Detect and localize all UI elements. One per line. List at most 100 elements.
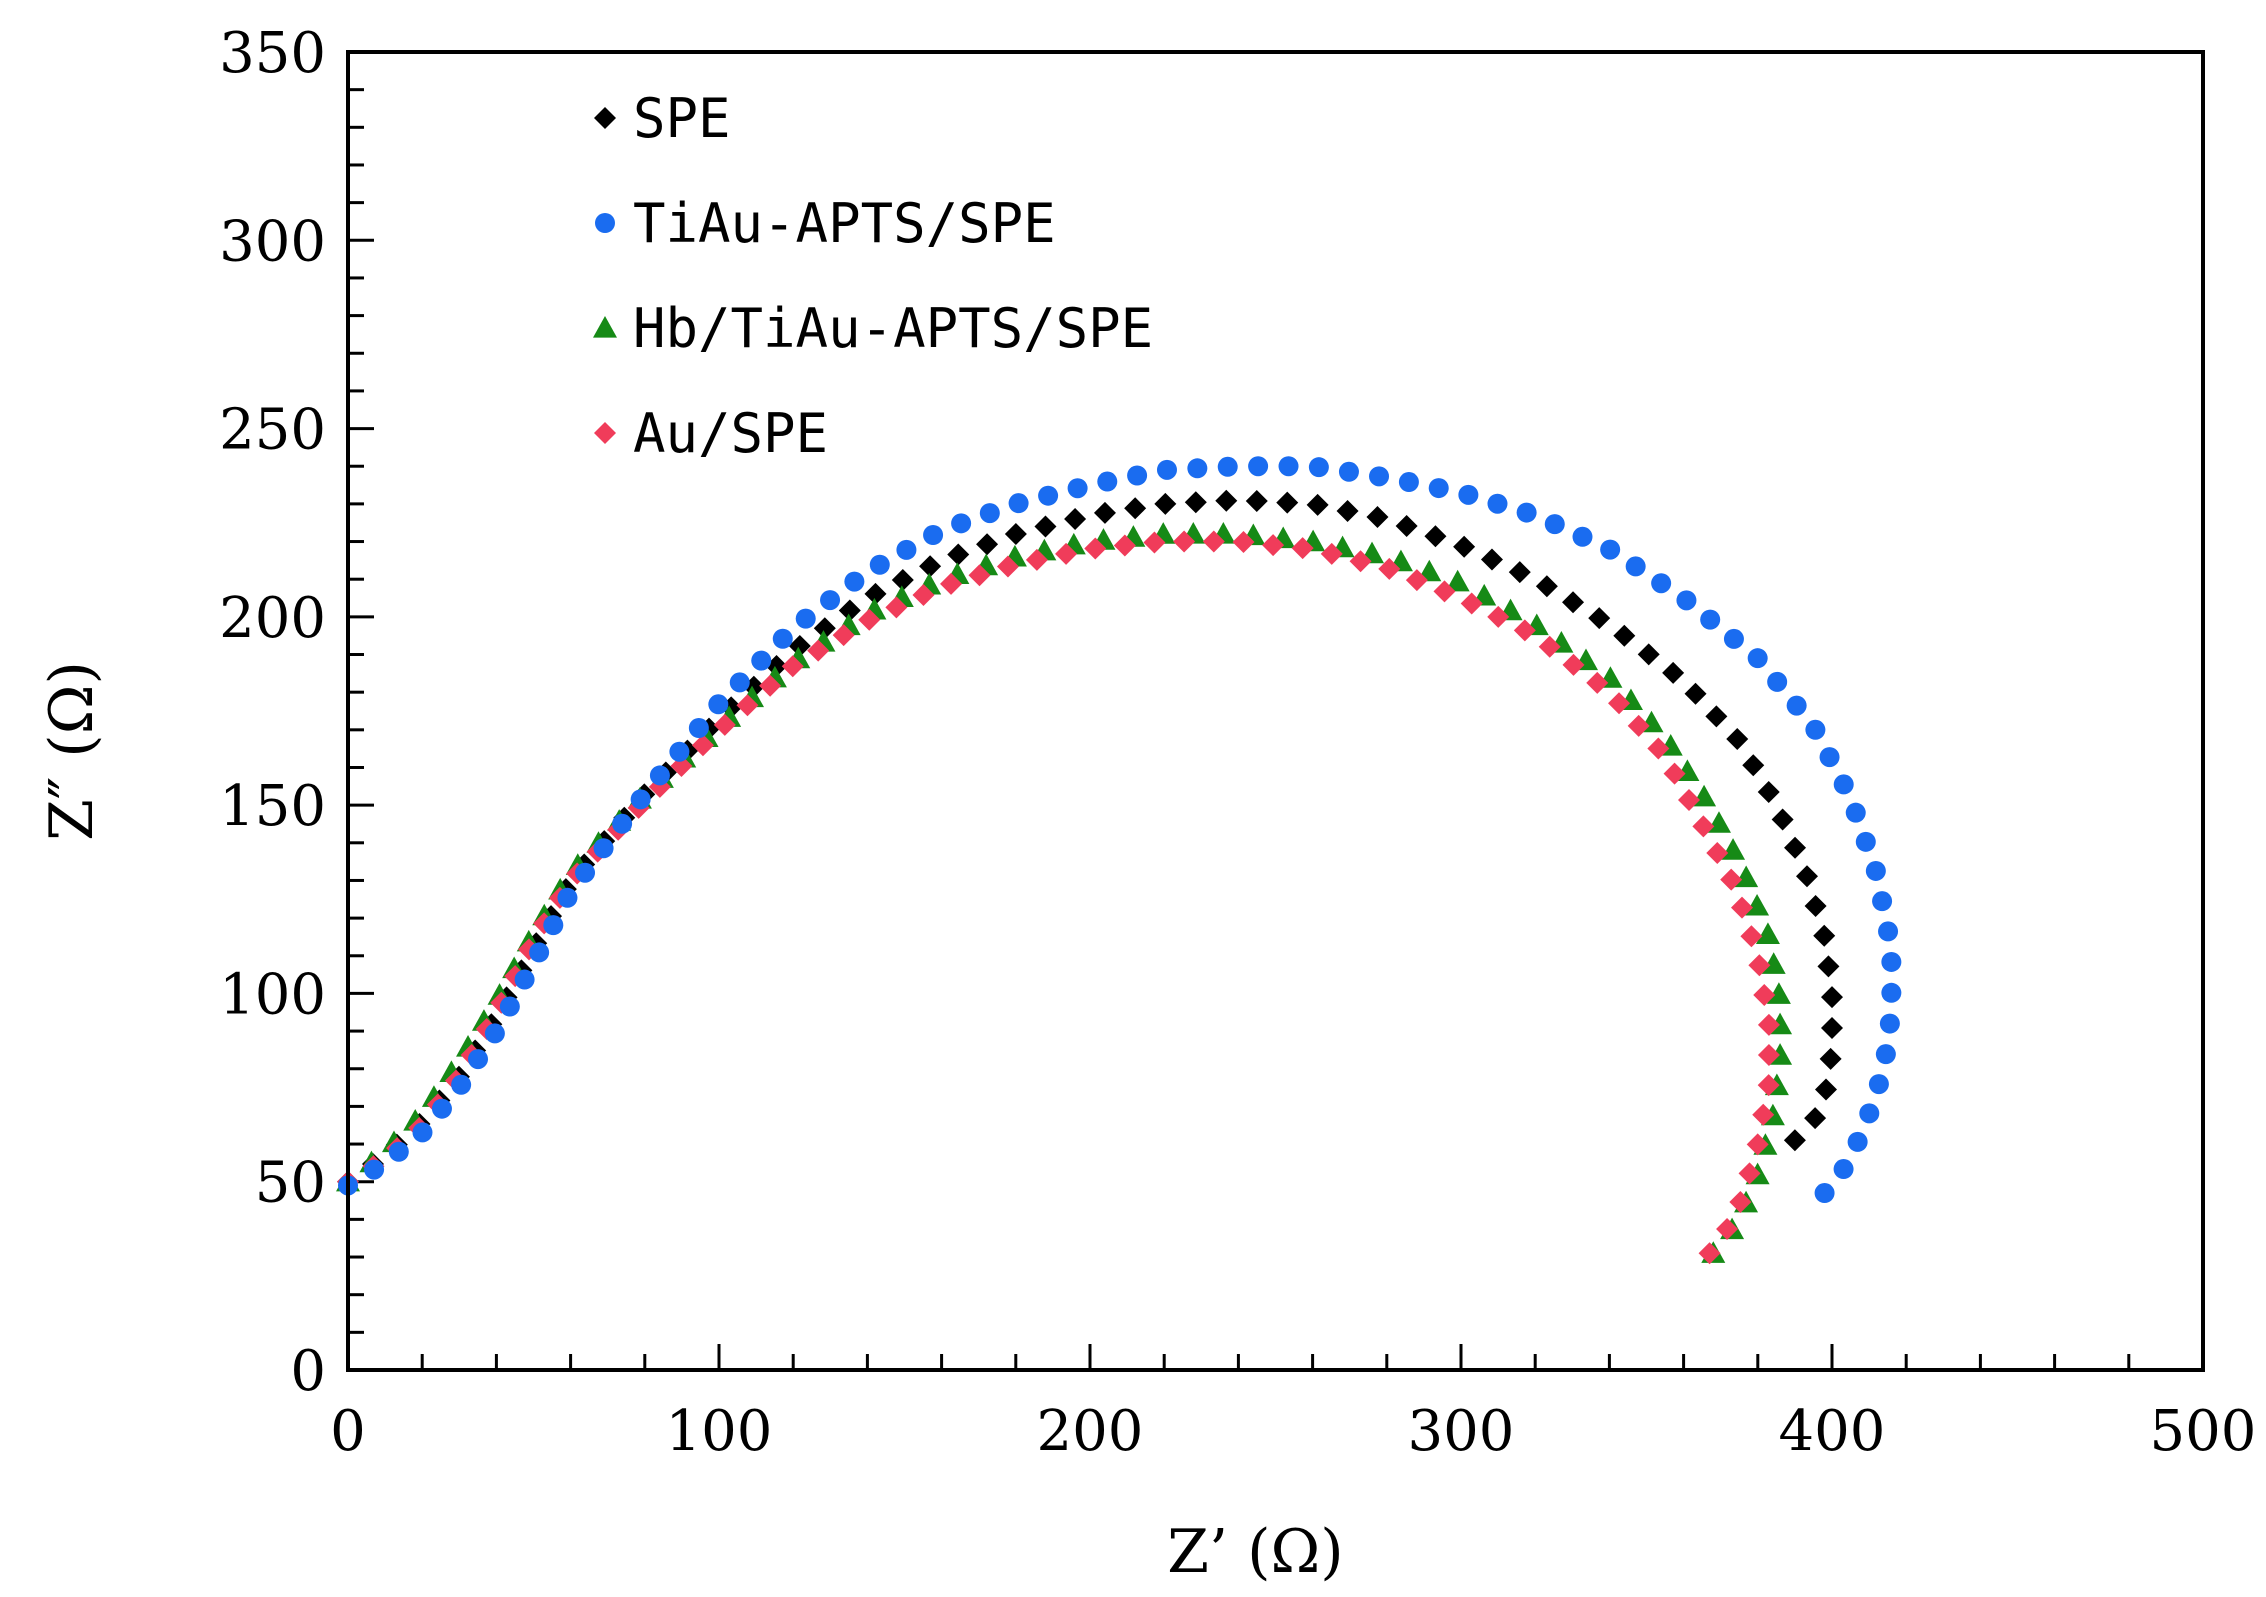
data-point (1721, 838, 1746, 860)
data-point (1248, 456, 1269, 477)
data-point (1187, 458, 1208, 479)
y-axis-title: Z″ (Ω) (37, 661, 107, 841)
data-point (593, 838, 614, 859)
data-point (1786, 695, 1807, 716)
data-point (976, 533, 999, 556)
data-point (1804, 1107, 1827, 1130)
data-point (1513, 619, 1536, 642)
data-point (1766, 982, 1791, 1004)
data-point (1771, 808, 1794, 831)
data-point (781, 655, 804, 678)
data-point (1291, 537, 1314, 560)
data-point (1320, 542, 1343, 565)
data-point (708, 694, 729, 715)
data-point (1819, 1047, 1842, 1070)
x-tick-label: 0 (330, 1399, 366, 1464)
data-point (1738, 1162, 1761, 1185)
data-point (1805, 719, 1826, 740)
data-point (1424, 525, 1447, 548)
data-point (996, 555, 1019, 578)
data-point (940, 572, 963, 595)
data-point (630, 789, 651, 810)
data-point (412, 1122, 433, 1143)
x-tick-label: 100 (666, 1399, 773, 1464)
data-point (1757, 1013, 1780, 1036)
data-point (1034, 515, 1057, 538)
y-tick-label: 100 (219, 962, 326, 1027)
data-point (1278, 456, 1299, 477)
data-point (1184, 491, 1207, 514)
data-point (1651, 573, 1672, 594)
data-point (751, 650, 772, 671)
data-point (869, 554, 890, 575)
data-point (1678, 788, 1701, 811)
series-tiau-apts-spe (338, 456, 1902, 1204)
data-point (1336, 499, 1359, 522)
data-point (864, 582, 887, 605)
data-point (1753, 984, 1776, 1007)
data-point (759, 674, 782, 697)
data-point (1262, 534, 1285, 557)
tick-labels: 0 100 200 300 400 500 0 50 100 150 200 250 300 350 (219, 21, 2256, 1464)
data-point (1684, 682, 1707, 705)
data-point (1833, 774, 1854, 795)
data-point (1726, 727, 1749, 750)
data-point (1480, 548, 1503, 571)
data-point (912, 584, 935, 607)
data-point (1804, 894, 1827, 917)
data-point (688, 718, 709, 739)
y-tick-label: 300 (219, 209, 326, 274)
data-point (1154, 492, 1177, 515)
data-point (1306, 493, 1329, 516)
data-point (1369, 466, 1390, 487)
data-point (1097, 471, 1118, 492)
data-point (1127, 465, 1148, 486)
data-point (1245, 490, 1268, 513)
data-point (1366, 506, 1389, 529)
data-point (1734, 865, 1759, 888)
data-point (543, 915, 564, 936)
x-tick-label: 300 (1408, 1399, 1515, 1464)
data-point (1757, 1043, 1780, 1066)
data-point (1143, 531, 1166, 554)
data-point (451, 1074, 472, 1095)
axis-ticks (346, 50, 2205, 1372)
data-point (885, 596, 908, 619)
data-point (1757, 1074, 1780, 1097)
data-point (1349, 550, 1372, 573)
data-point (947, 543, 970, 566)
data-point (364, 1159, 385, 1180)
data-point (1698, 1242, 1721, 1265)
x-tick-label: 500 (2150, 1399, 2257, 1464)
data-point (1676, 590, 1697, 611)
legend-label: SPE (633, 87, 731, 150)
data-point (499, 996, 520, 1017)
data-point (1202, 530, 1225, 553)
data-point (1731, 896, 1754, 919)
data-point (1156, 459, 1177, 480)
data-point (838, 599, 861, 622)
data-point (1755, 922, 1780, 944)
data-point (1405, 569, 1428, 592)
data-point (1746, 1133, 1769, 1156)
legend-label: TiAu-APTS/SPE (633, 192, 1056, 255)
data-point (691, 734, 714, 757)
data-point (1588, 607, 1611, 630)
data-point (1757, 780, 1780, 803)
data-point (1821, 986, 1843, 1009)
data-point (736, 694, 759, 717)
x-tick-label: 400 (1779, 1399, 1886, 1464)
plot-area-frame (346, 50, 2205, 1372)
data-point (1308, 457, 1329, 478)
data-point (1761, 952, 1786, 974)
data-point (575, 862, 596, 883)
data-point (1338, 461, 1359, 482)
data-point (1398, 472, 1419, 493)
x-axis-title: Z’ (Ω) (1167, 1517, 1343, 1587)
data-point (1538, 635, 1561, 658)
data-point (1627, 714, 1650, 737)
data-point (1433, 580, 1456, 603)
legend: SPE TiAu-APTS/SPE Hb/TiAu-APTS/SPE Au/SPE (593, 87, 1153, 465)
x-tick-label: 200 (1037, 1399, 1144, 1464)
legend-marker (593, 316, 617, 338)
